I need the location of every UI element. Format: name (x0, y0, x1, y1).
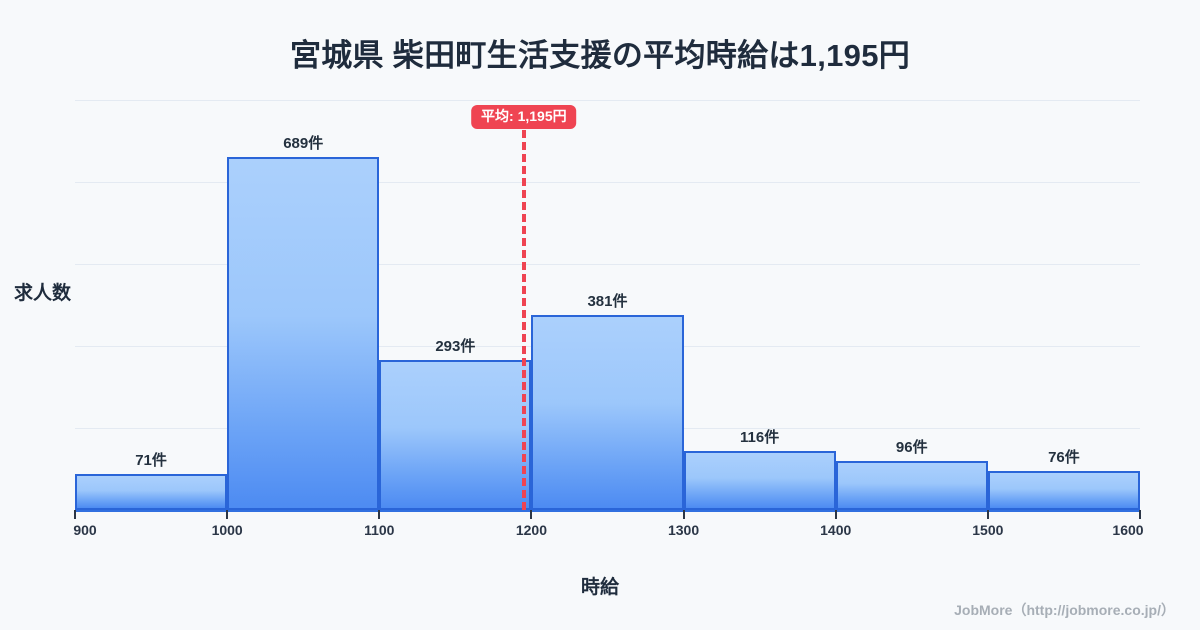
page-title: 宮城県 柴田町生活支援の平均時給は1,195円 (289, 38, 911, 73)
bar-value-label: 381件 (587, 292, 628, 310)
axis-tick-label: 900 (73, 522, 97, 538)
histogram-bar (379, 359, 532, 510)
axis-tick-label: 1400 (820, 522, 852, 538)
bar-value-label: 71件 (135, 451, 167, 469)
axis-tick-label: 1500 (972, 522, 1004, 538)
axis-tick (834, 510, 837, 519)
histogram-bar (227, 156, 380, 510)
gridline (75, 100, 1140, 101)
axis-tick (530, 510, 533, 519)
axis-tick (74, 510, 76, 519)
axis-tick (1139, 510, 1141, 519)
axis-tick (682, 510, 685, 519)
histogram-bar (531, 314, 684, 510)
watermark: JobMore（http://jobmore.co.jp/） (954, 602, 1175, 618)
plot-area: 71件 689件 293件 381件 116件 96件 76件 900 1000 1100 120… (73, 100, 1144, 538)
x-axis-title: 時給 (580, 577, 619, 598)
x-axis-line (75, 510, 1140, 512)
histogram-bar (683, 450, 836, 510)
axis-tick (986, 510, 989, 519)
gridline (75, 264, 1140, 265)
gridline (75, 182, 1140, 183)
axis-tick-label: 1200 (515, 522, 547, 538)
histogram-bar (835, 460, 988, 510)
axis-tick (226, 510, 229, 519)
y-axis-title: 求人数 (14, 283, 72, 304)
axis-tick-label: 1300 (667, 522, 700, 538)
bar-value-label: 76件 (1048, 449, 1080, 467)
average-marker-line (521, 130, 526, 510)
axis-tick (378, 510, 381, 519)
average-badge: 平均: 1,195円 (471, 105, 577, 130)
bar-value-label: 96件 (895, 438, 928, 456)
axis-tick-label: 1600 (1112, 522, 1144, 538)
axis-tick-label: 1000 (211, 522, 243, 538)
bar-value-label: 116件 (740, 428, 780, 446)
histogram-bar (75, 473, 228, 510)
bar-value-label: 293件 (435, 337, 476, 355)
histogram-bar (987, 471, 1140, 510)
bar-value-label: 689件 (283, 134, 324, 152)
axis-tick-label: 1100 (364, 522, 395, 538)
